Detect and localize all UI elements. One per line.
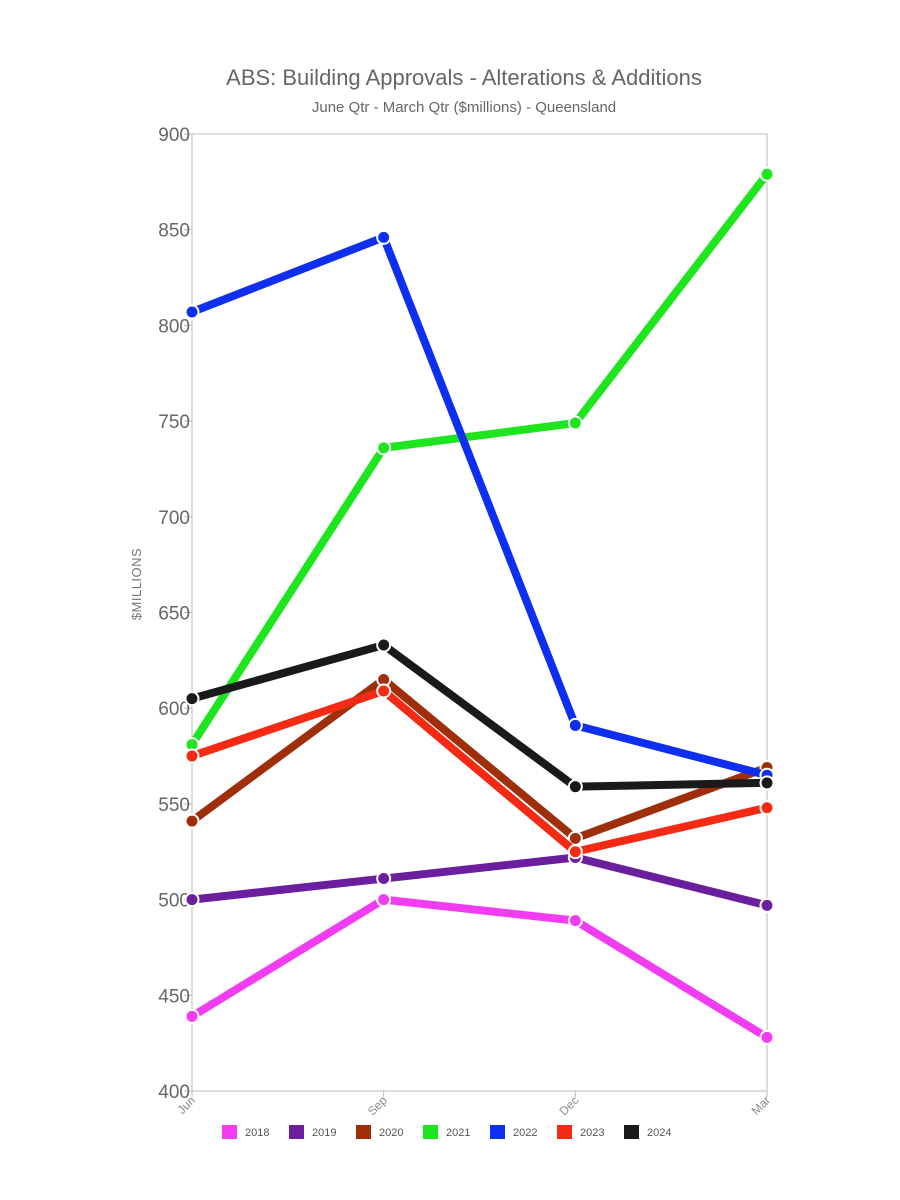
data-point-2023[interactable] [567,844,583,860]
y-tick-label: 400 [158,1082,190,1103]
data-point-2023[interactable] [184,748,200,764]
legend-label: 2021 [446,1127,470,1139]
data-point-2019[interactable] [759,897,775,913]
x-tick-label: Dec [556,1093,581,1118]
series-2021 [184,166,775,753]
legend-label: 2019 [312,1127,336,1139]
data-point-2021[interactable] [376,440,392,456]
y-axis-label: $MILLIONS [129,548,144,620]
legend-item-2021[interactable]: 2021 [423,1125,470,1139]
legend-item-2024[interactable]: 2024 [624,1125,671,1139]
legend-item-2022[interactable]: 2022 [490,1125,537,1139]
y-axis-ticks: 400 450 500 550 600 650 700 750 800 850 900 [158,125,192,1103]
legend-swatch [423,1125,438,1139]
legend-label: 2018 [245,1127,269,1139]
legend-item-2020[interactable]: 2020 [356,1125,403,1139]
series-2020 [184,671,775,846]
x-axis-ticks: Jun Sep Dec Mar [175,1091,774,1118]
legend-label: 2020 [379,1127,403,1139]
data-point-2024[interactable] [759,775,775,791]
legend-swatch [490,1125,505,1139]
chart-subtitle: June Qtr - March Qtr ($millions) - Queen… [312,99,616,116]
y-tick-label: 450 [158,986,190,1007]
data-point-2021[interactable] [759,166,775,182]
y-tick-label: 550 [158,795,190,816]
legend: 2018 2019 2020 2021 2022 2023 2024 [222,1125,671,1139]
series-line-2023 [188,686,771,856]
series-lines [184,166,775,1045]
y-tick-label: 750 [158,412,190,433]
data-point-2018[interactable] [376,892,392,908]
y-tick-label: 650 [158,604,190,625]
data-point-2023[interactable] [759,800,775,816]
data-point-2024[interactable] [376,637,392,653]
series-2023 [184,683,775,860]
legend-item-2019[interactable]: 2019 [289,1125,336,1139]
series-2019 [184,849,775,913]
legend-label: 2024 [647,1127,671,1139]
legend-swatch [624,1125,639,1139]
data-point-2019[interactable] [184,892,200,908]
legend-swatch [289,1125,304,1139]
series-line-2020 [188,675,771,843]
data-point-2018[interactable] [759,1029,775,1045]
legend-item-2018[interactable]: 2018 [222,1125,269,1139]
legend-swatch [222,1125,237,1139]
data-point-2022[interactable] [567,717,583,733]
data-point-2021[interactable] [567,415,583,431]
series-2024 [184,637,775,795]
series-2018 [184,892,775,1045]
y-tick-label: 700 [158,508,190,529]
y-tick-label: 850 [158,221,190,242]
series-line-2022 [188,233,771,780]
legend-label: 2022 [513,1127,537,1139]
chart-title: ABS: Building Approvals - Alterations & … [226,65,702,90]
series-line-2018 [188,895,771,1042]
y-tick-label: 600 [158,699,190,720]
series-line-2019 [188,853,771,910]
series-line-2024 [188,641,771,791]
data-point-2018[interactable] [567,913,583,929]
legend-swatch [557,1125,572,1139]
data-point-2020[interactable] [184,813,200,829]
legend-swatch [356,1125,371,1139]
legend-item-2023[interactable]: 2023 [557,1125,604,1139]
series-line-2021 [188,170,771,749]
y-tick-label: 500 [158,891,190,912]
x-tick-label: Mar [749,1093,774,1118]
data-point-2024[interactable] [184,691,200,707]
data-point-2022[interactable] [184,304,200,320]
legend-label: 2023 [580,1127,604,1139]
data-point-2018[interactable] [184,1008,200,1024]
series-2022 [184,229,775,783]
data-point-2023[interactable] [376,683,392,699]
data-point-2022[interactable] [376,229,392,245]
data-point-2019[interactable] [376,871,392,887]
y-tick-label: 800 [158,316,190,337]
y-tick-label: 900 [158,125,190,146]
x-tick-label: Sep [365,1093,390,1118]
data-point-2024[interactable] [567,779,583,795]
